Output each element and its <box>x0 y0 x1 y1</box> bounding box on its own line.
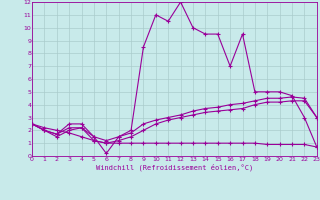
X-axis label: Windchill (Refroidissement éolien,°C): Windchill (Refroidissement éolien,°C) <box>96 163 253 171</box>
